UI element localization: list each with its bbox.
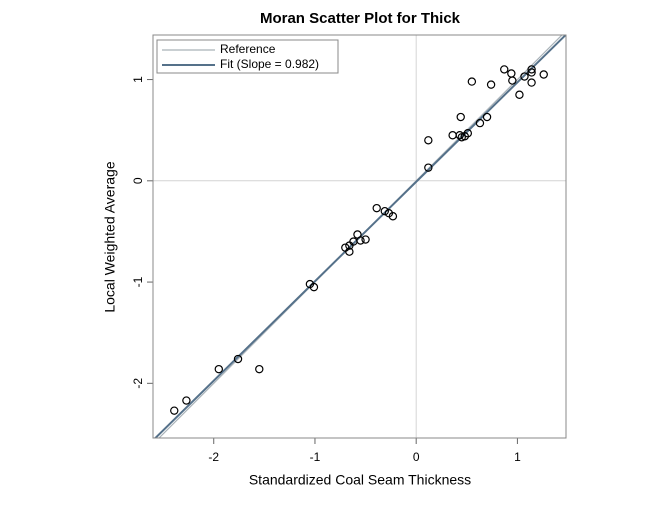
scatter-point (520, 72, 529, 81)
plot-frame (152, 34, 567, 439)
scatter-point (456, 112, 465, 122)
scatter-point (500, 65, 509, 74)
scatter-point (345, 247, 354, 256)
y-tick-label: 0 (131, 177, 145, 184)
legend-label: Fit (Slope = 0.982) (220, 57, 319, 71)
x-tick-label: 1 (514, 450, 521, 464)
scatter-point (508, 76, 517, 85)
chart-title: Moran Scatter Plot for Thick (260, 10, 461, 27)
scatter-point (467, 77, 477, 86)
y-axis-label: Local Weighted Average (102, 161, 118, 312)
y-tick-label: -1 (131, 276, 145, 287)
scatter-point (424, 163, 433, 172)
x-tick-label: 0 (413, 450, 420, 464)
scatter-point (255, 364, 264, 374)
x-tick-label: -2 (208, 450, 219, 464)
scatter-point (372, 203, 381, 213)
scatter-point (515, 90, 524, 99)
scatter-point (361, 235, 370, 244)
y-tick-label: 1 (131, 76, 145, 83)
x-axis-label: Standardized Coal Seam Thickness (249, 472, 471, 488)
legend-label: Reference (220, 42, 276, 56)
scatter-point (309, 282, 319, 292)
scatter-point (475, 118, 485, 128)
scatter-point (463, 129, 473, 138)
scatter-point (170, 406, 179, 415)
scatter-point (455, 131, 464, 140)
x-tick-label: -1 (310, 450, 321, 464)
scatter-point (214, 364, 223, 374)
scatter-point (356, 236, 365, 245)
scatter-point (233, 354, 243, 364)
scatter-point (527, 65, 536, 74)
scatter-point (539, 70, 548, 79)
scatter-point (527, 78, 536, 87)
scatter-point (424, 136, 433, 145)
scatter-point (482, 112, 492, 122)
legend-box (156, 39, 339, 74)
scatter-point (380, 206, 390, 216)
y-tick-label: -2 (131, 378, 145, 389)
scatter-point (486, 80, 496, 89)
scatter-point (388, 212, 398, 221)
scatter-point (182, 396, 191, 405)
scatter-point (527, 68, 536, 77)
